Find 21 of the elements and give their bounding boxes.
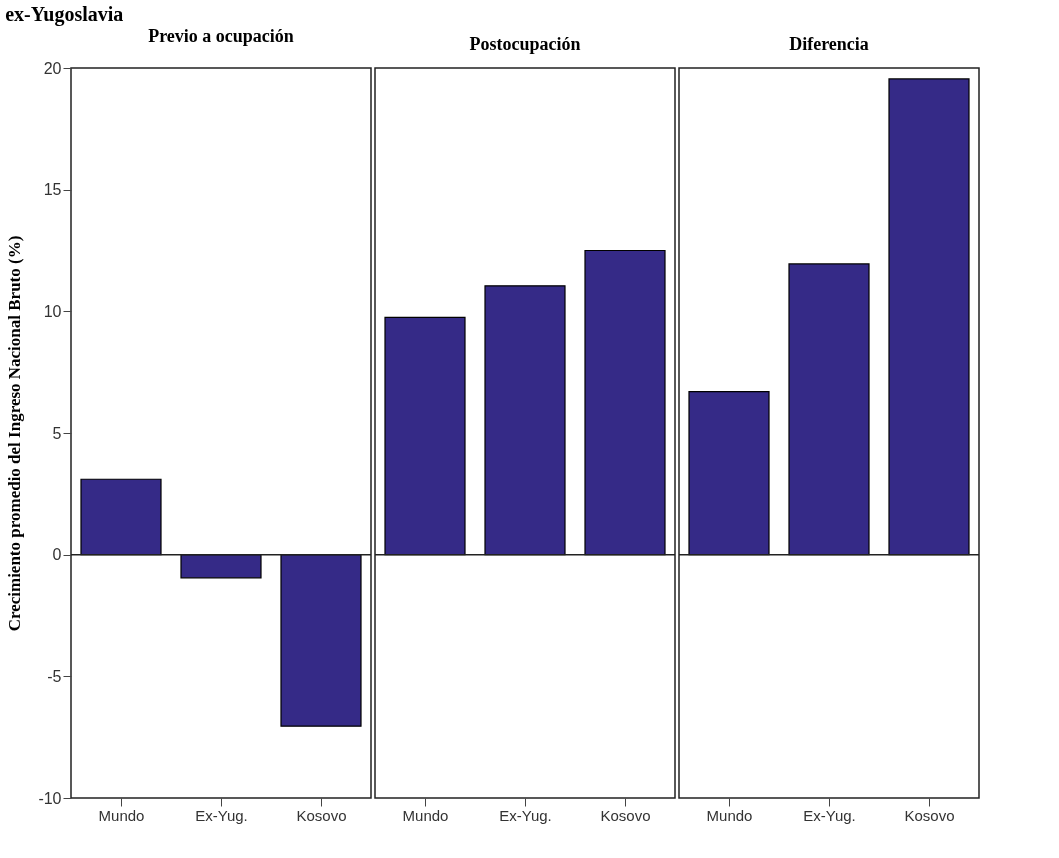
x-tick-label: Ex-Yug. [803, 806, 856, 824]
x-tick-label: Ex-Yug. [195, 806, 248, 824]
y-tick-label: -10 [38, 789, 62, 807]
chart-subtitle: Diferencia [789, 33, 869, 54]
y-tick-label: 10 [43, 302, 62, 320]
x-tick-label: Mundo [98, 806, 145, 824]
x-tick-label: Mundo [402, 806, 449, 824]
chart-subtitle: Postocupación [469, 33, 581, 54]
x-tick-label: Kosovo [904, 806, 955, 824]
y-tick-label: 5 [52, 424, 62, 442]
x-tick-label: Kosovo [296, 806, 347, 824]
y-tick-label: 15 [43, 181, 62, 199]
y-axis-title: Crecimiento promedio del Ingreso Nacional Bruto (%) [5, 235, 25, 632]
chart-title: ex-Yugoslavia [5, 3, 124, 27]
x-tick-label: Mundo [706, 806, 753, 824]
y-tick-label: 20 [43, 59, 62, 77]
chart-subtitle: Previo a ocupación [148, 26, 294, 46]
x-tick-label: Ex-Yug. [499, 806, 552, 824]
y-tick-label: -5 [47, 667, 62, 685]
y-tick-label: 0 [52, 546, 62, 564]
x-tick-label: Kosovo [600, 806, 651, 824]
